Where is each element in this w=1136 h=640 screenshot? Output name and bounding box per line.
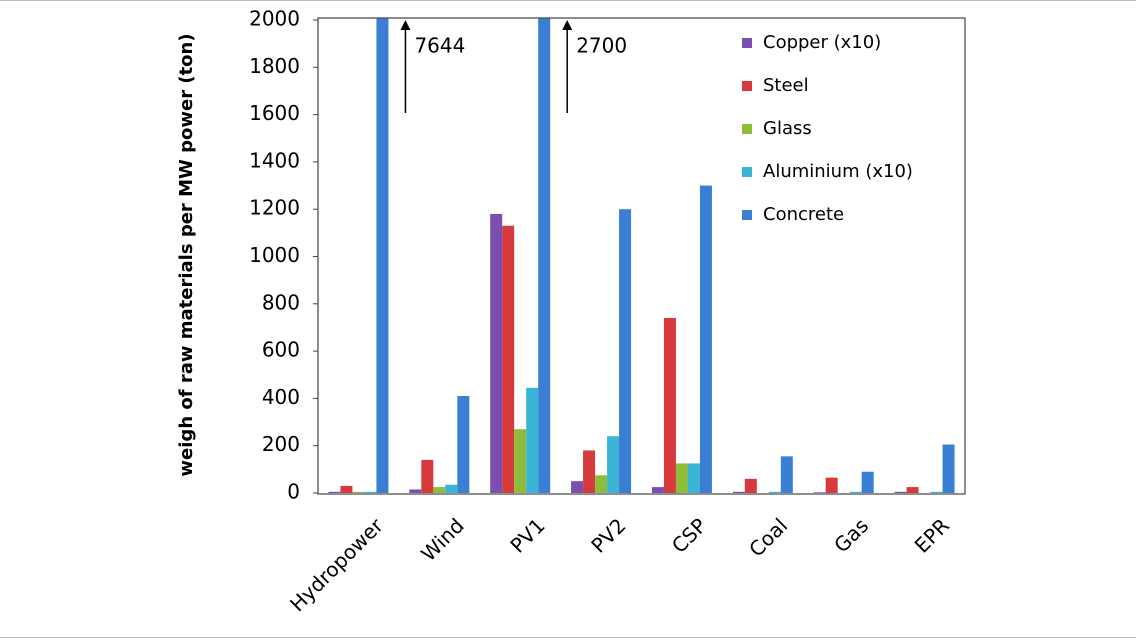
x-tick-label: PV2 [586,513,630,557]
bars [328,18,955,494]
x-tick-label: CSP [667,513,711,557]
bar [421,459,434,493]
bar [732,491,745,493]
y-tick-label: 600 [262,338,300,362]
y-tick-label: 800 [262,290,300,314]
bar [364,491,377,493]
bar [595,475,608,493]
bar [768,491,781,493]
legend-swatch [742,38,752,48]
bar [445,484,458,493]
x-tick-label: Hydropower [285,513,388,616]
bar [409,489,422,493]
bar [651,487,664,493]
bar [849,491,862,493]
bar [619,209,632,493]
legend-label: Glass [763,118,812,139]
arrow-head [400,20,411,30]
bar [457,396,470,493]
bar [502,225,515,493]
legend-label: Copper (x10) [763,32,881,53]
legend-swatch [742,167,752,177]
bar [861,471,874,493]
bar [744,478,757,493]
bar [433,487,446,493]
bar [514,429,527,493]
bar [526,387,539,493]
bar [571,481,584,493]
bar [780,456,793,493]
x-tick-label: PV1 [505,513,549,557]
x-tick-label: Wind [416,513,469,566]
y-tick-label: 400 [262,385,300,409]
y-tick-label: 1400 [249,148,300,172]
y-tick-label: 0 [287,480,300,504]
y-tick-label: 200 [262,432,300,456]
bar [328,491,341,493]
bar [376,18,389,493]
bar [607,436,620,493]
legend-swatch [742,210,752,220]
bar [352,491,365,493]
legend-label: Steel [763,75,809,96]
legend-swatch [742,81,752,91]
bar [906,487,919,493]
bar [583,450,596,493]
legend-swatch [742,124,752,134]
x-tick-label: Gas [829,513,873,557]
bar [894,491,907,493]
bar [699,185,712,494]
bar [675,463,688,493]
plot-frame [317,17,966,495]
y-axis-title: weigh of raw materials per MW power (ton… [176,33,197,476]
value-label: 2700 [576,34,627,58]
arrow-head [562,20,573,30]
y-tick-label: 1800 [249,54,300,78]
bar [930,491,943,493]
y-tick-label: 2000 [249,7,300,31]
bar [490,213,503,493]
x-tick-label: EPR [910,513,954,557]
bar [942,444,955,493]
bar [687,463,700,493]
bar [825,477,838,493]
y-tick-label: 1600 [249,101,300,125]
bar [340,485,353,493]
y-tick-label: 1200 [249,196,300,220]
bar [813,492,826,493]
bar [663,317,676,493]
bar [538,18,551,493]
legend-label: Aluminium (x10) [763,161,913,182]
value-label: 7644 [414,34,465,58]
y-tick-label: 1000 [249,243,300,267]
x-tick-label: Coal [744,513,792,561]
legend-label: Concrete [763,204,844,225]
